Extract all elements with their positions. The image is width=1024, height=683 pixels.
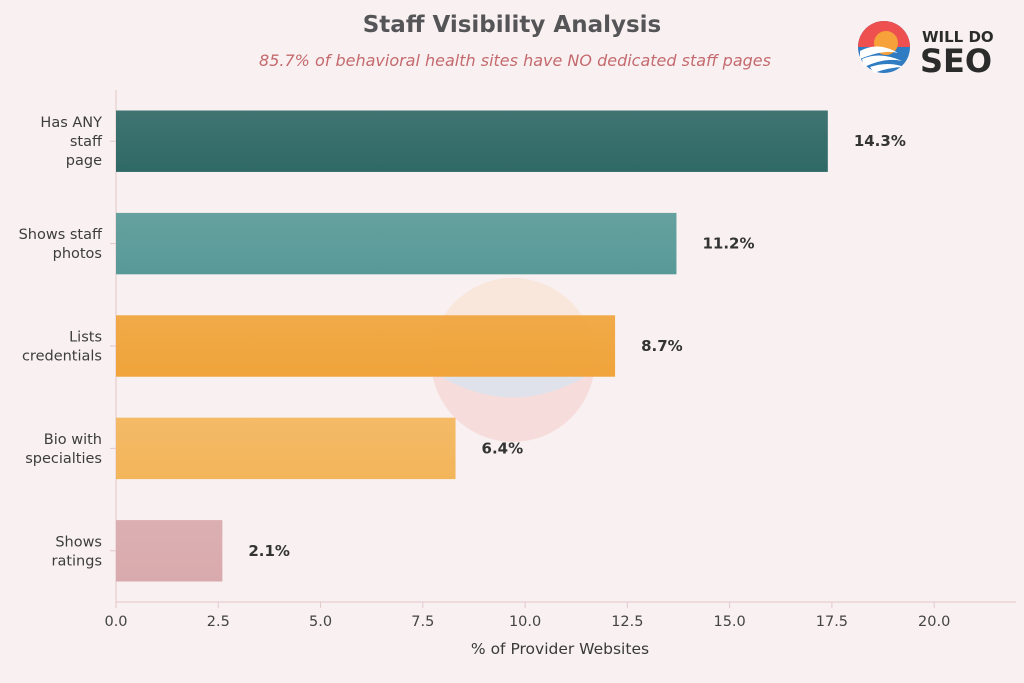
chart-title: Staff Visibility Analysis [363,12,662,38]
x-tick-label-4: 10.0 [509,614,541,630]
logo-emblem-icon [858,21,910,73]
bar-0 [116,110,828,172]
y-tick-label-3: Bio with specialties [25,432,102,467]
x-tick-label-6: 15.0 [713,614,745,630]
bar-3 [116,417,456,480]
logo-text-line2: SEO [920,42,992,80]
x-tick-label-8: 20.0 [918,614,950,630]
y-tick-label-2: Lists credentials [22,330,102,365]
chart-subtitle: 85.7% of behavioral health sites have NO… [259,51,771,70]
bar-1 [116,212,677,275]
data-label-1: 11.2% [702,235,754,253]
x-tick-label-7: 17.5 [816,614,848,630]
x-tick-label-2: 5.0 [309,614,332,630]
bar-2 [116,315,616,377]
bar-4 [116,520,223,582]
logo-text-line1: WILL DO [922,28,994,46]
data-label-2: 8.7% [641,337,683,355]
y-tick-label-0: Has ANY staff page [40,115,103,169]
x-tick-label-0: 0.0 [104,614,127,630]
data-label-0: 14.3% [854,132,906,150]
x-tick-label-1: 2.5 [207,614,230,630]
data-label-3: 6.4% [482,439,524,457]
will-do-seo-logo: WILL DO SEO [858,21,994,80]
y-tick-label-4: Shows ratings [51,534,102,569]
x-tick-label-5: 12.5 [611,614,643,630]
data-label-4: 2.1% [248,542,290,560]
x-tick-label-3: 7.5 [411,614,434,630]
y-tick-label-1: Shows staff photos [19,227,103,262]
x-axis-label: % of Provider Websites [471,640,649,658]
